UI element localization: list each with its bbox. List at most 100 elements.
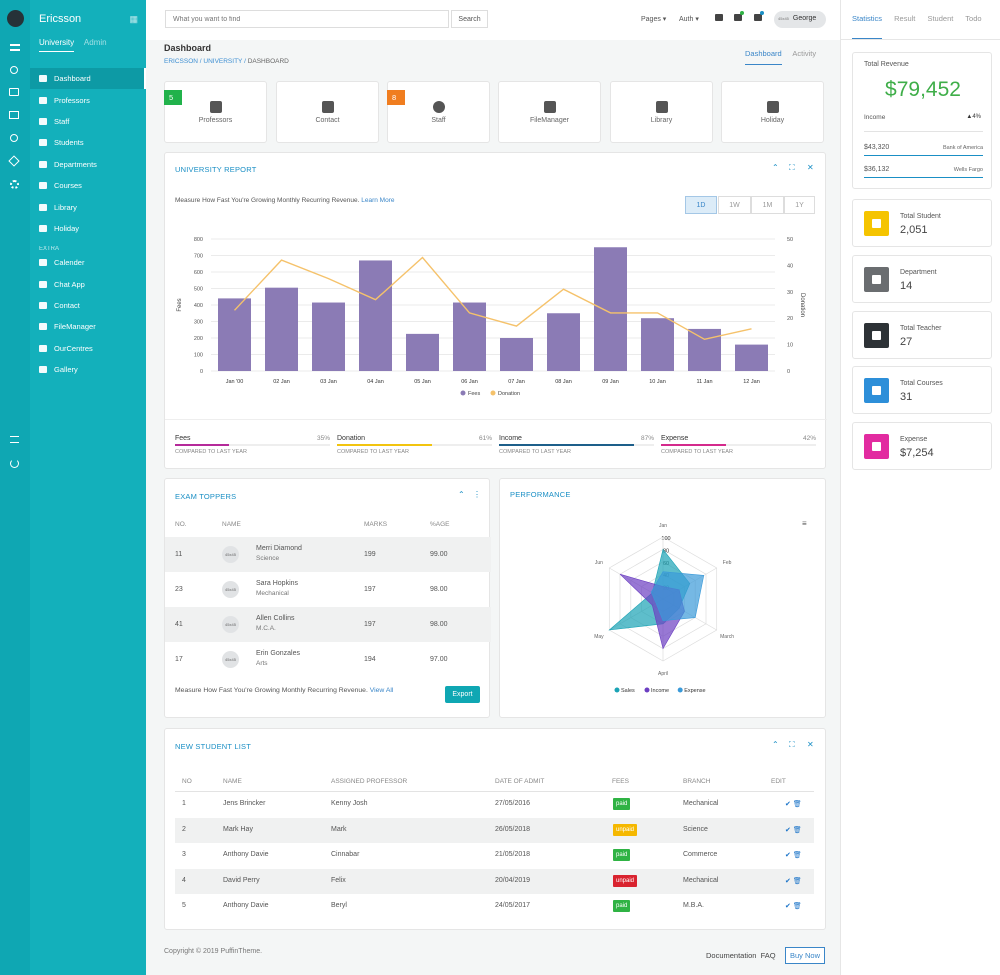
tab-activity[interactable]: Activity [792,49,817,58]
sidebar-item-library[interactable]: Library [30,196,146,217]
folder-icon[interactable] [9,111,19,119]
learn-more-link[interactable]: Learn More [361,197,395,204]
sidebar-item-courses[interactable]: Courses [30,175,146,196]
faq-link[interactable]: FAQ [760,951,776,960]
mail-icon[interactable] [734,14,742,21]
avatar: 45x45 [222,546,239,563]
translate-icon[interactable] [715,14,723,21]
fee-status-badge: paid [613,900,631,912]
tile-contact[interactable]: Contact [276,81,379,143]
x-tick-label: Jan '00 [226,379,244,385]
tab-statistics[interactable]: Statistics [852,14,883,39]
sidebar-tabs: University Admin [39,38,115,52]
sidebar-item-holiday[interactable]: Holiday [30,218,146,239]
tab-student[interactable]: Student [927,14,954,23]
range-1y[interactable]: 1Y [784,196,815,214]
radar-tick-label: 80 [663,548,669,554]
x-tick-label: 03 Jan [320,379,337,385]
edit-delete-icons[interactable]: ✔🗑 [785,852,804,859]
range-1m[interactable]: 1M [751,196,784,214]
revenue-card: Total Revenue $79,452 Income ▲4% $43,320… [852,52,992,189]
menu-toggle-icon[interactable] [10,44,20,51]
search-icon[interactable] [10,66,18,74]
tile-holiday[interactable]: Holiday [721,81,824,143]
auth-menu[interactable]: Auth ▾ [679,16,699,23]
tab-result[interactable]: Result [894,14,916,23]
power-icon[interactable] [10,459,19,468]
tile-filemanager[interactable]: FileManager [498,81,601,143]
sidebar-item-departments[interactable]: Departments [30,154,146,175]
tile-professors[interactable]: 5 Professors [164,81,267,143]
toppers-footer: Measure How Fast You're Growing Monthly … [175,687,394,694]
share-icon[interactable] [10,134,18,142]
search-button[interactable]: Search [451,10,488,28]
more-icon[interactable]: ⋮ [473,490,481,499]
sidebar-item-filemanager[interactable]: FileManager [30,316,146,337]
list-icon[interactable] [10,436,19,443]
range-1d[interactable]: 1D [685,196,717,214]
collapse-icon[interactable]: ⌃ [458,490,465,499]
chat-icon [39,280,47,288]
departments-icon [39,160,47,168]
close-icon[interactable]: ✕ [807,163,814,172]
fullscreen-icon[interactable]: ⛶ [789,163,795,172]
fullscreen-icon[interactable]: ⛶ [789,740,795,749]
close-icon[interactable]: ✕ [807,740,814,749]
bar-fees [312,302,345,371]
radar-axis-label: March [720,634,734,640]
tab-admin[interactable]: Admin [83,38,107,47]
breadcrumb-item[interactable]: UNIVERSITY [203,58,243,65]
tab-university[interactable]: University [39,38,75,52]
legend-label-donation: Donation [498,391,520,397]
divider [841,39,1000,40]
collapse-icon[interactable]: ⌃ [772,163,779,172]
legend-marker-donation [490,390,496,396]
performance-radar-chart: 20406080100JanFebMarchAprilMayJunSalesIn… [594,523,734,694]
contact-icon [321,101,334,113]
sidebar-item-contact[interactable]: Contact [30,295,146,316]
documentation-link[interactable]: Documentation [706,951,757,960]
sidebar-item-professors[interactable]: Professors [30,89,146,110]
contact-icon [39,302,47,310]
gear-icon[interactable] [10,180,19,189]
sidebar-item-dashboard[interactable]: Dashboard [30,68,146,90]
tab-todo[interactable]: Todo [965,14,982,23]
breadcrumb-item[interactable]: ERICSSON [164,58,198,65]
view-all-link[interactable]: View All [369,687,394,694]
tile-badge: 5 [164,90,182,105]
divider [864,131,983,132]
bar-fees [547,313,580,371]
summary-fees: Fees 35% COMPARED TO LAST YEAR [175,435,330,455]
pages-menu[interactable]: Pages ▾ [641,16,667,23]
range-1w[interactable]: 1W [718,196,751,214]
sidebar-item-staff[interactable]: Staff [30,111,146,132]
sidebar-item-gallery[interactable]: Gallery [30,359,146,380]
summary-income: Income 87% COMPARED TO LAST YEAR [499,435,654,455]
sidebar-item-chat[interactable]: Chat App [30,274,146,295]
export-button[interactable]: Export [445,686,480,703]
sidebar-item-ourcentres[interactable]: OurCentres [30,338,146,359]
grid-icon[interactable]: ▦ [129,14,138,24]
buy-now-button[interactable]: Buy Now [785,947,825,964]
bell-icon[interactable] [754,14,762,21]
chart-menu-icon[interactable]: ≡ [802,519,807,528]
tile-library[interactable]: Library [610,81,713,143]
edit-delete-icons[interactable]: ✔🗑 [785,826,804,834]
search-input[interactable] [165,10,449,28]
logo-icon[interactable] [7,10,24,27]
edit-delete-icons[interactable]: ✔🗑 [785,877,804,885]
edit-delete-icons[interactable]: ✔🗑 [785,903,804,910]
user-menu[interactable]: 45x45 George [774,11,826,28]
inbox-icon[interactable] [9,88,19,96]
x-tick-label: 08 Jan [555,379,572,385]
radar-axis-label: Jun [595,560,603,566]
collapse-icon[interactable]: ⌃ [772,740,779,749]
sidebar-item-students[interactable]: Students [30,132,146,153]
tile-staff[interactable]: 8 Staff [387,81,490,143]
exam-toppers-panel: EXAM TOPPERS ⌃ ⋮ NO. NAME MARKS %AGE 11 … [164,478,491,718]
tab-dashboard[interactable]: Dashboard [745,49,782,65]
sidebar-item-calender[interactable]: Calender [30,252,146,273]
legend-marker-fees [460,390,466,396]
pin-icon[interactable] [8,155,20,167]
edit-delete-icons[interactable]: ✔🗑 [785,801,804,808]
